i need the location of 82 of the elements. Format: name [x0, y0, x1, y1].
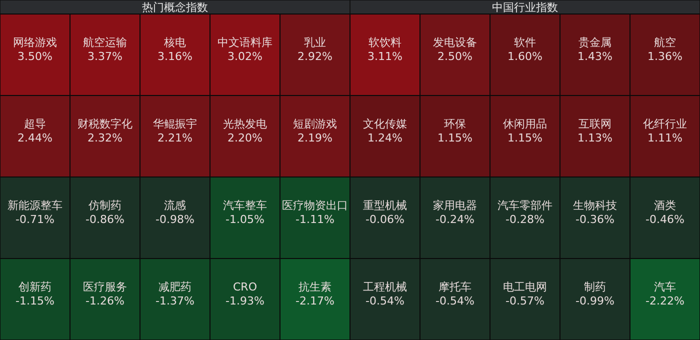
data-label: 3.11% [368, 50, 402, 63]
category-label: 酒类 [654, 198, 676, 212]
data-label: 2.92% [298, 50, 332, 63]
data-label: 3.02% [228, 50, 262, 63]
category-label: 重型机械 [363, 198, 407, 212]
data-label: -0.46% [646, 212, 684, 226]
data-label: -0.54% [436, 294, 474, 308]
data-label: 2.32% [88, 131, 122, 144]
category-label: 互联网 [578, 117, 612, 130]
category-label: 电工电网 [503, 280, 547, 294]
data-label: 1.11% [648, 131, 682, 144]
data-label: 2.19% [298, 131, 332, 144]
category-label: 减肥药 [158, 280, 192, 294]
data-label: -1.93% [226, 294, 264, 308]
data-label: 1.15% [508, 131, 542, 144]
category-label: 摩托车 [438, 280, 472, 294]
data-label: -2.22% [646, 294, 684, 308]
category-label: 医疗物资出口 [282, 198, 348, 212]
data-label: 2.50% [438, 50, 472, 63]
data-label: -0.99% [576, 294, 614, 308]
data-label: 1.24% [368, 131, 402, 144]
category-label: 华鲲振宇 [153, 117, 197, 130]
category-label: 发电设备 [433, 36, 477, 49]
category-label: 超导 [24, 117, 46, 130]
data-label: -0.36% [576, 212, 614, 226]
data-label: 3.16% [158, 50, 192, 63]
category-label: 汽车整车 [223, 198, 267, 212]
category-label: 医疗服务 [83, 280, 127, 294]
data-label: -1.37% [156, 294, 194, 308]
data-label: -0.06% [366, 212, 404, 226]
category-label: 环保 [444, 117, 466, 130]
data-label: 3.50% [18, 50, 52, 63]
data-label: -0.54% [366, 294, 404, 308]
text: 中国行业指数 [492, 1, 558, 14]
data-label: 1.15% [438, 131, 472, 144]
category-label: 家用电器 [433, 198, 477, 212]
data-label: -0.24% [436, 212, 474, 226]
data-label: 1.13% [578, 131, 612, 144]
category-label: 财税数字化 [78, 117, 132, 130]
category-label: 文化传媒 [363, 117, 407, 130]
category-label: 中文语料库 [218, 36, 272, 49]
category-label: 网络游戏 [13, 36, 57, 49]
data-label: -0.86% [86, 212, 124, 226]
data-label: 1.43% [578, 50, 612, 63]
data-label: -1.26% [86, 294, 124, 308]
category-label: 创新药 [18, 280, 52, 294]
data-label: 2.20% [228, 131, 262, 144]
category-label: 核电 [163, 36, 186, 49]
category-label: 流感 [164, 198, 186, 212]
category-label: 贵金属 [578, 36, 612, 49]
category-label: 光热发电 [223, 117, 267, 130]
category-label: 短剧游戏 [293, 117, 337, 130]
category-label: 汽车 [654, 280, 676, 294]
data-label: -0.57% [506, 294, 544, 308]
text: 热门概念指数 [142, 1, 208, 14]
category-label: 仿制药 [88, 198, 122, 212]
data-label: 2.21% [158, 131, 192, 144]
data-label: 3.37% [88, 50, 122, 63]
category-label: 汽车零部件 [498, 198, 552, 212]
category-label: 制药 [584, 280, 606, 294]
category-label: CRO [233, 280, 258, 294]
category-label: 新能源整车 [8, 198, 62, 212]
category-label: 抗生素 [298, 280, 332, 294]
data-label: -0.28% [506, 212, 544, 226]
data-label: 1.60% [508, 50, 542, 63]
category-label: 软饮料 [368, 36, 402, 49]
category-label: 生物科技 [573, 198, 617, 212]
category-label: 航空运输 [83, 36, 127, 49]
category-label: 休闲用品 [503, 117, 547, 130]
data-label: 1.36% [648, 50, 682, 63]
category-label: 软件 [514, 36, 536, 49]
category-label: 乳业 [304, 36, 326, 49]
category-label: 航空 [654, 36, 676, 49]
category-label: 工程机械 [363, 280, 407, 294]
data-label: -0.98% [156, 212, 194, 226]
data-label: -0.71% [16, 212, 54, 226]
data-label: -1.15% [16, 294, 54, 308]
data-label: -2.17% [296, 294, 334, 308]
data-label: -1.05% [226, 212, 264, 226]
data-label: 2.44% [18, 131, 52, 144]
category-label: 化纤行业 [643, 117, 687, 130]
data-label: -1.11% [296, 212, 334, 226]
